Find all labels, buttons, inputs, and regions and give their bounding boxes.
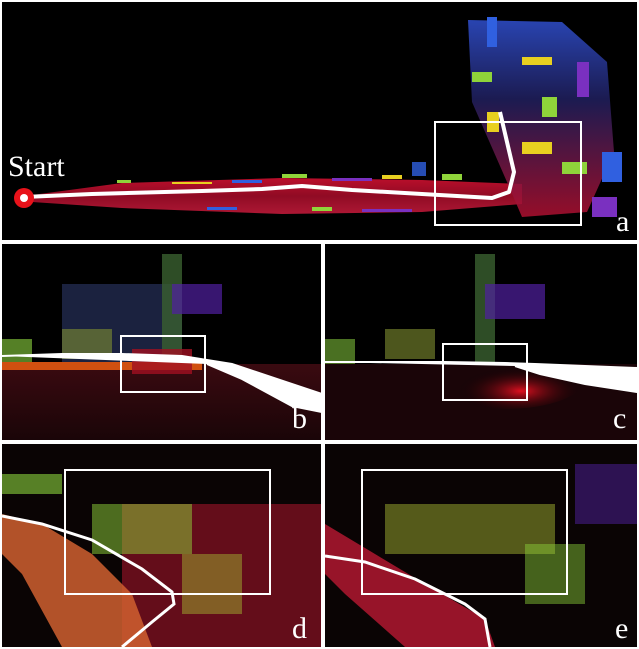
panel-d: d bbox=[2, 444, 321, 647]
corridor-speckles bbox=[117, 162, 462, 212]
panel-a: Start a bbox=[2, 2, 637, 240]
trajectory-line bbox=[325, 554, 492, 647]
highlight-box bbox=[361, 469, 568, 595]
panel-e: e bbox=[325, 444, 637, 647]
trajectory-line bbox=[2, 514, 176, 647]
scene-view-d bbox=[2, 444, 321, 647]
highlight-box bbox=[120, 335, 206, 393]
scene-view-e bbox=[325, 444, 637, 647]
panel-label-d: d bbox=[292, 612, 307, 645]
trajectory-line bbox=[23, 111, 516, 200]
highlight-box bbox=[442, 343, 528, 401]
scene-view-c bbox=[325, 254, 637, 440]
trajectory-line bbox=[2, 353, 321, 413]
trajectory-line bbox=[325, 361, 637, 394]
highlight-box bbox=[64, 469, 271, 595]
panel-c: c bbox=[325, 244, 637, 440]
highlight-box bbox=[434, 121, 582, 226]
panel-label-a: a bbox=[616, 205, 630, 238]
panel-label-b: b bbox=[292, 402, 307, 435]
panel-label-c: c bbox=[613, 402, 627, 435]
map-point-cloud bbox=[14, 17, 622, 226]
scene-view-b bbox=[2, 254, 321, 440]
panel-label-e: e bbox=[615, 612, 629, 645]
corridor-floor bbox=[32, 178, 522, 214]
start-label: Start bbox=[8, 150, 65, 183]
panel-b: b bbox=[2, 244, 321, 440]
